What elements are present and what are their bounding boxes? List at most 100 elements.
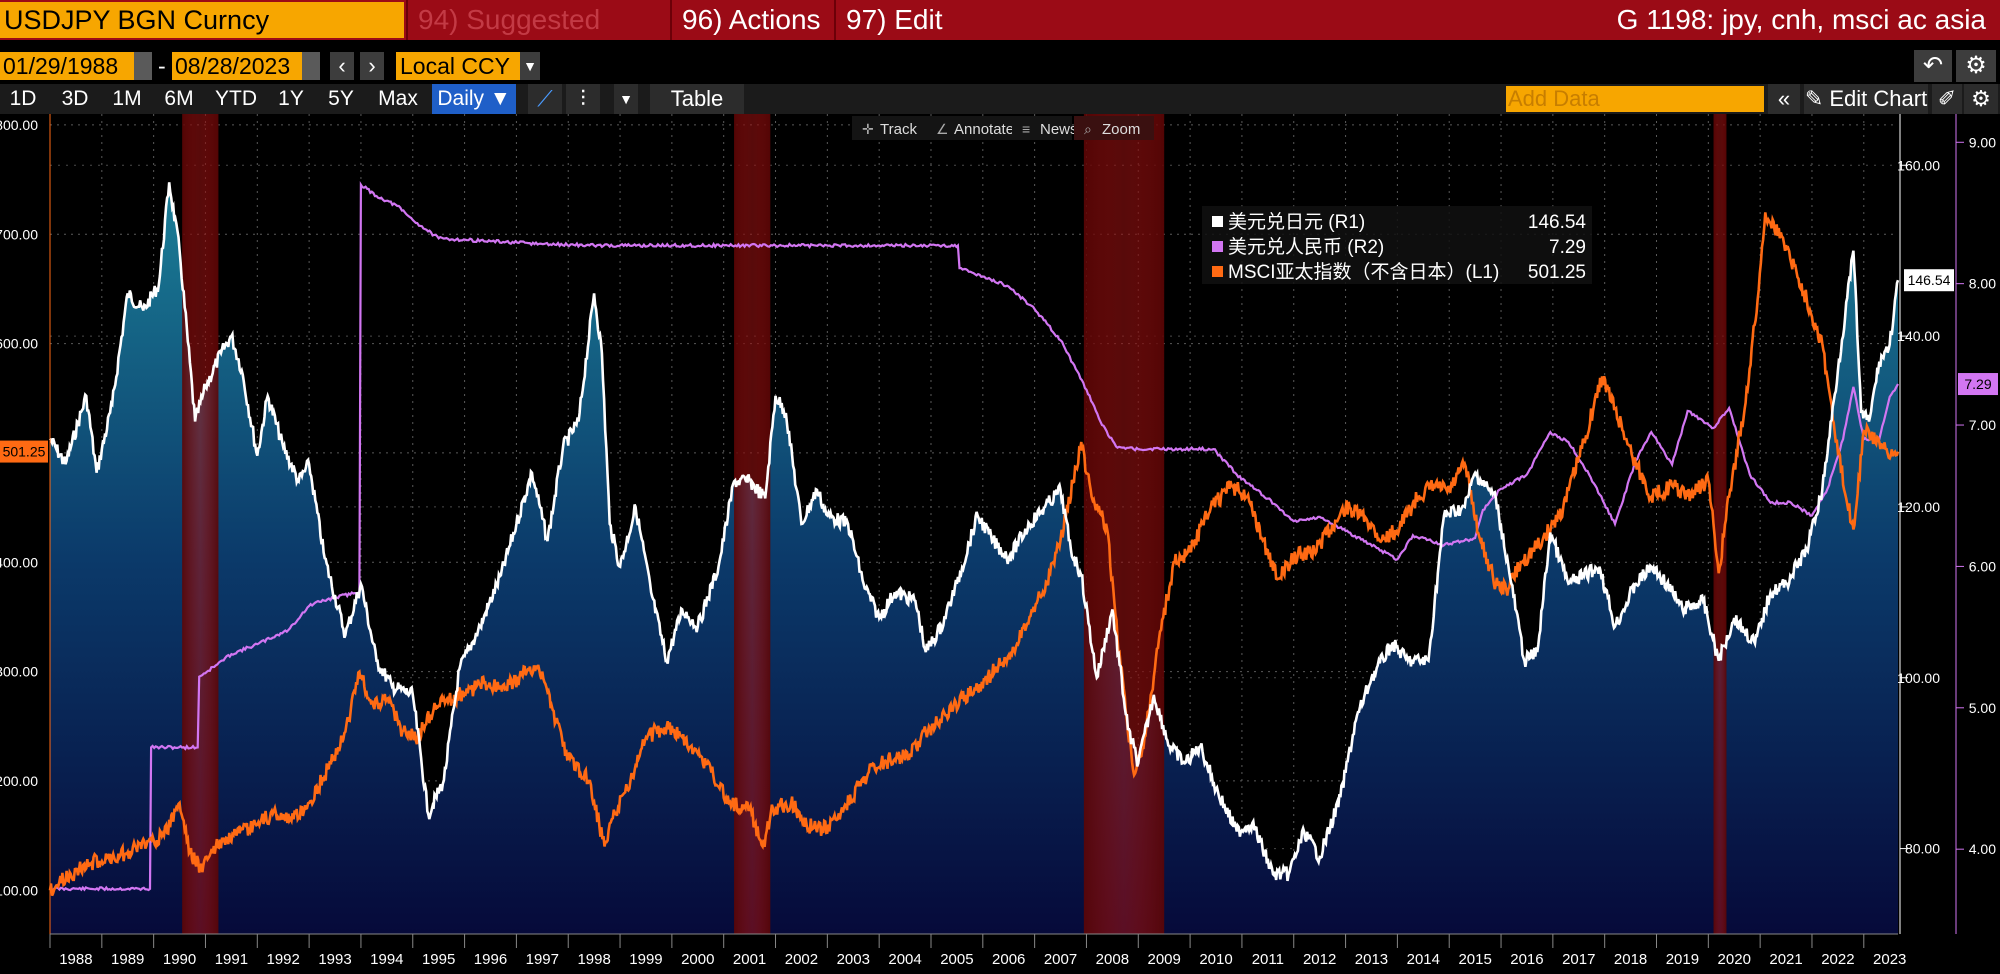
tool-track[interactable] (852, 116, 938, 140)
r1-tick-label: 120.00 (1897, 499, 1940, 515)
left-tick-label: 300.00 (0, 664, 38, 680)
left-tick-label: 100.00 (0, 882, 38, 898)
range-3d[interactable]: 3D (61, 87, 89, 110)
r2-tick-label: 5.00 (1969, 700, 1996, 716)
calendar-icon[interactable] (302, 52, 320, 80)
x-tick-label: 2017 (1562, 951, 1595, 968)
frequency-select[interactable]: Daily ▼ (432, 84, 516, 114)
edit-num: 97) (846, 4, 887, 35)
left-tick-label: 700.00 (0, 226, 38, 242)
x-tick-label: 1995 (422, 951, 455, 968)
x-tick-label: 1991 (215, 951, 248, 968)
x-tick-label: 2004 (888, 951, 921, 968)
x-tick-label: 2002 (785, 951, 818, 968)
x-tick-label: 2022 (1821, 951, 1854, 968)
gear-icon[interactable]: ⚙ (1964, 84, 1998, 114)
prev-arrow-icon[interactable]: ‹ (330, 52, 354, 80)
end-date-field[interactable]: 08/28/2023 (172, 52, 302, 80)
legend-label: 美元兑日元 (R1) (1228, 211, 1365, 233)
range-1d[interactable]: 1D (9, 87, 37, 110)
usdjpy-area-fill (50, 182, 1898, 935)
r1-tick-label: 100.00 (1897, 670, 1940, 686)
range-ytd[interactable]: YTD (215, 87, 257, 110)
range-max[interactable]: Max (378, 87, 418, 110)
legend-label: 美元兑人民币 (R2) (1228, 236, 1384, 258)
axes: 1988 1989 1990 1991 1992 1993 1994 1995 1996 1997… (0, 114, 1998, 968)
tool-label-news: News (1040, 121, 1078, 138)
top-toolbar: USDJPY BGN Curncy 94) Suggested Charts 9… (0, 0, 2000, 75)
edit-icon[interactable]: ✐ (1932, 84, 1962, 114)
series-lines (48, 180, 1900, 897)
suggested-num: 94) (418, 4, 459, 35)
news-icon: ≡ (1022, 121, 1030, 137)
line-chart-icon[interactable]: ⟋ (528, 84, 562, 114)
range-5y[interactable]: 5Y (328, 87, 354, 110)
date-separator: - (158, 53, 166, 79)
usdcny-current-label: 7.29 (1964, 376, 1991, 392)
zoom-icon: ⌕ (1084, 121, 1092, 137)
chart-type-dropdown-icon[interactable]: ▼ (614, 84, 638, 114)
tool-zoom[interactable] (1074, 116, 1154, 140)
range-1m[interactable]: 1M (112, 87, 142, 110)
legend-label: MSCI亚太指数（不含日本）(L1) (1228, 261, 1499, 283)
r2-tick-label: 4.00 (1969, 841, 1996, 857)
start-date-field[interactable]: 01/29/1988 (0, 52, 134, 80)
left-tick-label: 800.00 (0, 117, 38, 133)
x-tick-label: 1990 (163, 951, 196, 968)
x-tick-label: 2018 (1614, 951, 1647, 968)
r2-tick-label: 7.00 (1969, 417, 1996, 433)
left-tick-label: 200.00 (0, 773, 38, 789)
x-tick-label: 2020 (1718, 951, 1751, 968)
x-tick-label: 1988 (59, 951, 92, 968)
main-chart[interactable]: 1988 1989 1990 1991 1992 1993 1994 1995 1996 1997… (0, 114, 2000, 974)
legend: 美元兑日元 (R1) 146.54 美元兑人民币 (R2) 7.29 MSCI亚太指数（… (1202, 206, 1592, 284)
tool-news[interactable] (1012, 116, 1072, 140)
chart-tools: ✛ Track ∠ Annotate ≡ News ⌕ Zoom (852, 116, 1154, 140)
currency-select[interactable]: Local CCY (396, 52, 520, 80)
frequency-label: Daily (437, 87, 485, 110)
x-tick-label: 2008 (1096, 951, 1129, 968)
tool-label-zoom: Zoom (1102, 121, 1140, 138)
range-6m[interactable]: 6M (164, 87, 194, 110)
table-button[interactable]: Table (650, 84, 744, 114)
actions-button[interactable]: 96) Actions ▼ (670, 0, 832, 73)
msci-current-label-bg (0, 440, 48, 463)
suggested-charts-button[interactable]: 94) Suggested Charts (406, 0, 670, 75)
recession-band (1713, 114, 1727, 934)
next-arrow-icon[interactable]: › (360, 52, 384, 80)
r1-tick-label: 140.00 (1897, 328, 1940, 344)
x-tick-label: 2005 (940, 951, 973, 968)
x-tick-label: 2019 (1666, 951, 1699, 968)
bar-chart-icon[interactable]: ⫶ (566, 84, 600, 114)
usdjpy-line (48, 182, 1900, 882)
recession-band (734, 114, 771, 934)
x-tick-label: 2010 (1199, 951, 1232, 968)
x-tick-label: 2023 (1873, 951, 1906, 968)
settings-icon[interactable]: ⚙ (1956, 50, 1996, 82)
chevron-down-icon[interactable]: ▼ (520, 52, 540, 80)
legend-value: 501.25 (1528, 262, 1586, 283)
calendar-icon[interactable] (134, 52, 152, 80)
r1-tick-label: 160.00 (1897, 157, 1940, 173)
r2-tick-label: 8.00 (1969, 276, 1996, 292)
left-tick-label: 600.00 (0, 336, 38, 352)
add-data-input[interactable]: Add Data (1506, 86, 1764, 112)
x-tick-label: 2013 (1355, 951, 1388, 968)
usdcny-current-label-bg (1958, 373, 1998, 396)
actions-num: 96) (682, 4, 723, 35)
annotate-icon: ∠ (936, 121, 949, 137)
ticker-field[interactable]: USDJPY BGN Curncy (0, 2, 404, 38)
r1-tick-label: 80.00 (1905, 841, 1940, 857)
x-tick-label: 2015 (1458, 951, 1491, 968)
edit-chart-button[interactable]: ✎ Edit Chart (1804, 84, 1928, 114)
collapse-icon[interactable]: « (1768, 84, 1800, 114)
range-1y[interactable]: 1Y (278, 87, 304, 110)
x-tick-label: 2011 (1252, 951, 1284, 968)
x-tick-label: 2006 (992, 951, 1025, 968)
actions-label: Actions (728, 4, 821, 35)
x-tick-label: 1993 (318, 951, 351, 968)
edit-button[interactable]: 97) Edit ▼ (834, 0, 954, 73)
x-tick-label: 2016 (1510, 951, 1543, 968)
undo-icon[interactable]: ↶ (1914, 50, 1952, 82)
recession-band (1083, 114, 1165, 934)
